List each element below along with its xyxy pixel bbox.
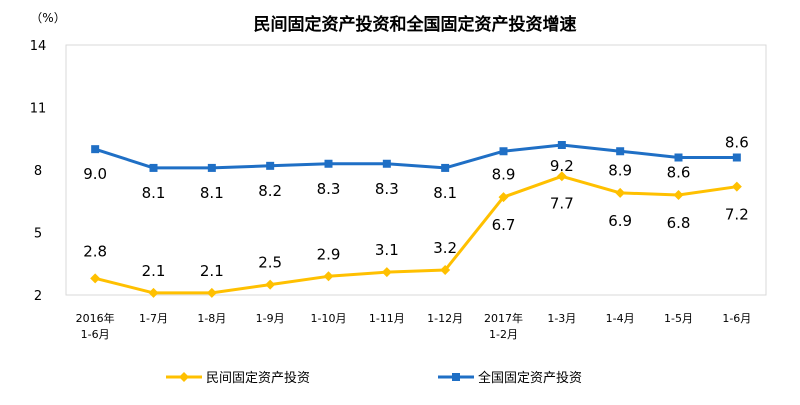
data-label: 8.6	[667, 164, 691, 182]
data-label: 8.3	[375, 180, 399, 198]
data-point-marker	[207, 163, 216, 172]
data-label: 6.8	[667, 214, 691, 232]
data-label: 9.2	[550, 157, 574, 175]
data-label: 8.6	[725, 134, 749, 152]
data-label: 2.1	[142, 262, 166, 280]
data-label: 7.7	[550, 194, 574, 212]
data-label: 3.1	[375, 241, 399, 259]
data-point-marker	[732, 153, 741, 162]
data-point-marker	[499, 147, 508, 156]
y-tick-label: 11	[30, 102, 47, 117]
data-labels: 2.8 2.1 2.1 2.5 2.9 3.1 3.2 6.7 7.7 6.9 6.8 7.2 9.0 8…	[83, 134, 749, 280]
data-point-marker	[206, 287, 217, 298]
x-tick-label: 1-4月	[606, 312, 635, 325]
data-point-marker	[440, 265, 451, 275]
x-tick-label: 1-3月	[547, 312, 576, 325]
data-label: 8.1	[142, 184, 166, 202]
data-point-marker	[498, 192, 509, 203]
data-label: 8.3	[317, 180, 341, 198]
plot-area	[65, 44, 767, 296]
legend: 民间固定资产投资 全国固定资产投资	[166, 370, 582, 386]
x-tick-label: 1-11月	[369, 312, 405, 325]
data-label: 8.1	[433, 184, 457, 202]
data-point-marker	[91, 145, 100, 154]
legend-label: 民间固定资产投资	[206, 370, 310, 386]
data-label: 7.2	[725, 206, 749, 224]
data-label: 6.7	[492, 216, 516, 234]
data-label: 2.5	[258, 254, 282, 272]
x-tick-label: 2016年 1-6月	[76, 311, 115, 341]
x-tick-label: 1-5月	[664, 312, 693, 325]
x-tick-label: 2017年 1-2月	[484, 311, 523, 341]
data-point-marker	[381, 267, 392, 278]
data-label: 8.9	[492, 165, 516, 183]
data-point-marker	[323, 271, 334, 282]
legend-label: 全国固定资产投资	[478, 370, 582, 386]
data-point-marker	[615, 187, 626, 198]
data-point-marker	[382, 159, 391, 168]
data-point-marker	[266, 161, 275, 170]
data-point-marker	[148, 287, 159, 298]
data-label: 8.1	[200, 184, 224, 202]
x-axis: 2016年 1-6月 1-7月 1-8月 1-9月 1-10月 1-11月 1-12月 2017…	[76, 311, 752, 341]
legend-marker	[179, 372, 189, 382]
series-line	[94, 143, 737, 170]
data-label: 2.1	[200, 262, 224, 280]
series-line	[94, 174, 738, 295]
data-point-marker	[324, 159, 333, 168]
data-point-marker	[90, 273, 101, 284]
data-point-marker	[616, 147, 625, 156]
data-label: 6.9	[608, 212, 632, 230]
x-tick-label: 1-9月	[256, 312, 285, 325]
y-tick-label: 5	[34, 227, 42, 242]
data-label: 2.8	[83, 242, 107, 260]
data-label: 8.9	[608, 161, 632, 179]
data-point-marker	[556, 171, 567, 182]
chart-title: 民间固定资产投资和全国固定资产投资增速	[254, 14, 577, 35]
data-point-marker	[557, 141, 566, 149]
data-point-marker	[731, 181, 742, 192]
data-point-marker	[441, 163, 450, 172]
y-tick-label: 2	[34, 289, 42, 304]
y-tick-label: 14	[30, 39, 47, 54]
data-point-marker	[674, 153, 683, 162]
data-label: 2.9	[317, 245, 341, 263]
x-tick-label: 1-10月	[311, 312, 347, 325]
y-axis: 2 5 8 11 14	[30, 39, 47, 304]
legend-marker	[452, 373, 460, 381]
data-point-marker	[265, 279, 276, 290]
x-tick-label: 1-12月	[427, 312, 463, 325]
data-label: 8.2	[258, 182, 282, 200]
x-tick-label: 1-6月	[722, 312, 751, 325]
data-point-marker	[149, 163, 158, 172]
y-tick-label: 8	[34, 164, 42, 179]
x-tick-label: 1-8月	[197, 312, 226, 325]
data-label: 9.0	[83, 165, 107, 183]
data-label: 3.2	[433, 239, 457, 257]
y-unit-label: （%）	[30, 11, 65, 25]
series-layer	[90, 141, 742, 298]
data-point-marker	[673, 190, 684, 200]
x-tick-label: 1-7月	[139, 312, 168, 325]
